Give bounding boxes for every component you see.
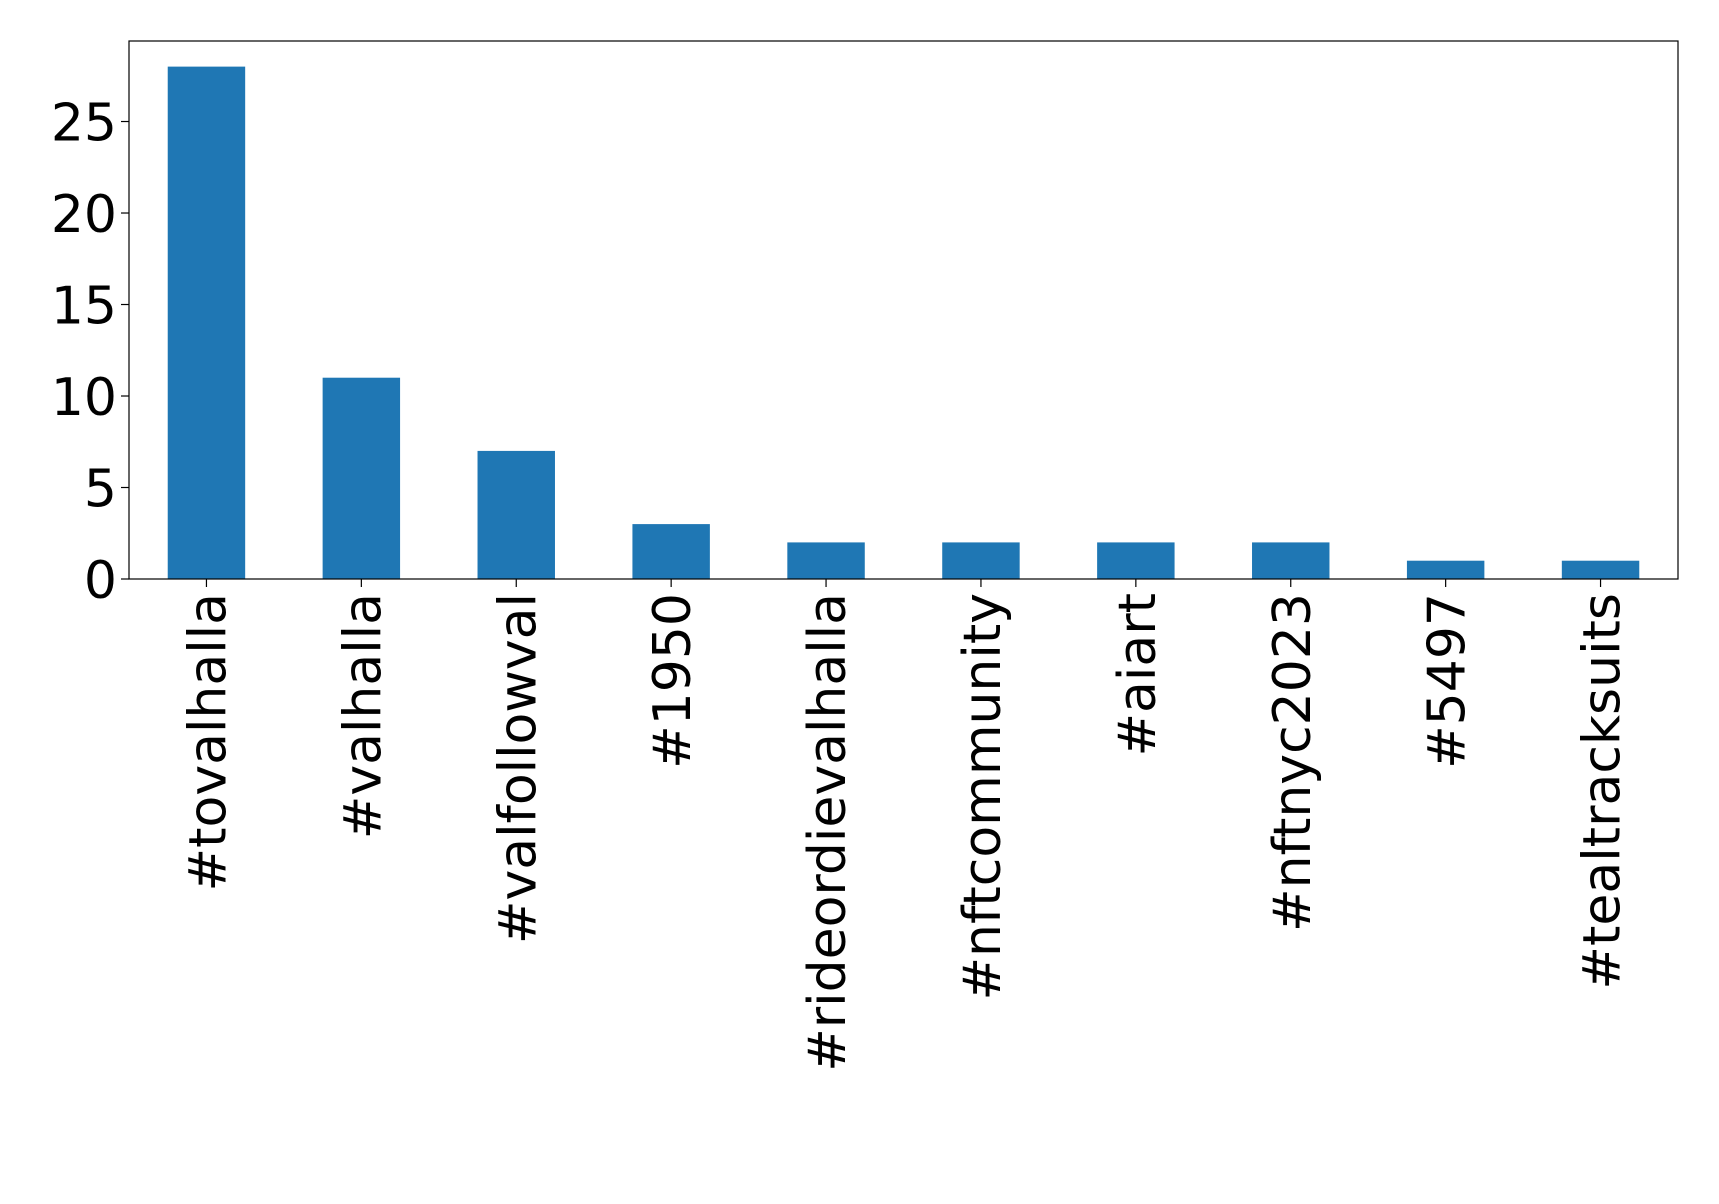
y-tick-label: 15 (51, 277, 117, 337)
y-tick-label: 25 (51, 94, 117, 154)
bar (1561, 560, 1640, 579)
bar (632, 524, 710, 579)
y-tick-label: 10 (51, 368, 117, 428)
bar (1252, 542, 1330, 579)
x-tick-label: #tovalhalla (178, 593, 238, 891)
y-tick-label: 20 (51, 185, 117, 245)
bar (787, 542, 865, 579)
bar (942, 542, 1020, 579)
plot-frame (128, 40, 1679, 580)
y-tick-label: 5 (84, 460, 117, 520)
bar (1097, 542, 1175, 579)
x-tick-label: #valfollowval (488, 593, 548, 944)
x-tick-label: #nftcommunity (953, 593, 1013, 1001)
x-tick-label: #valhalla (333, 593, 393, 839)
x-tick-label: #nftnyc2023 (1263, 593, 1323, 932)
x-tick-label: #tealtracksuits (1573, 593, 1633, 990)
x-tick-label: #5497 (1418, 593, 1478, 769)
bar (167, 66, 246, 580)
x-tick-label: #1950 (643, 593, 703, 769)
bar (322, 377, 401, 579)
y-tick-label: 0 (84, 551, 117, 611)
bar (1406, 560, 1485, 579)
x-tick-label: #aiart (1108, 593, 1168, 757)
bar (477, 450, 555, 579)
x-tick-label: #rideordievalhalla (798, 593, 858, 1072)
